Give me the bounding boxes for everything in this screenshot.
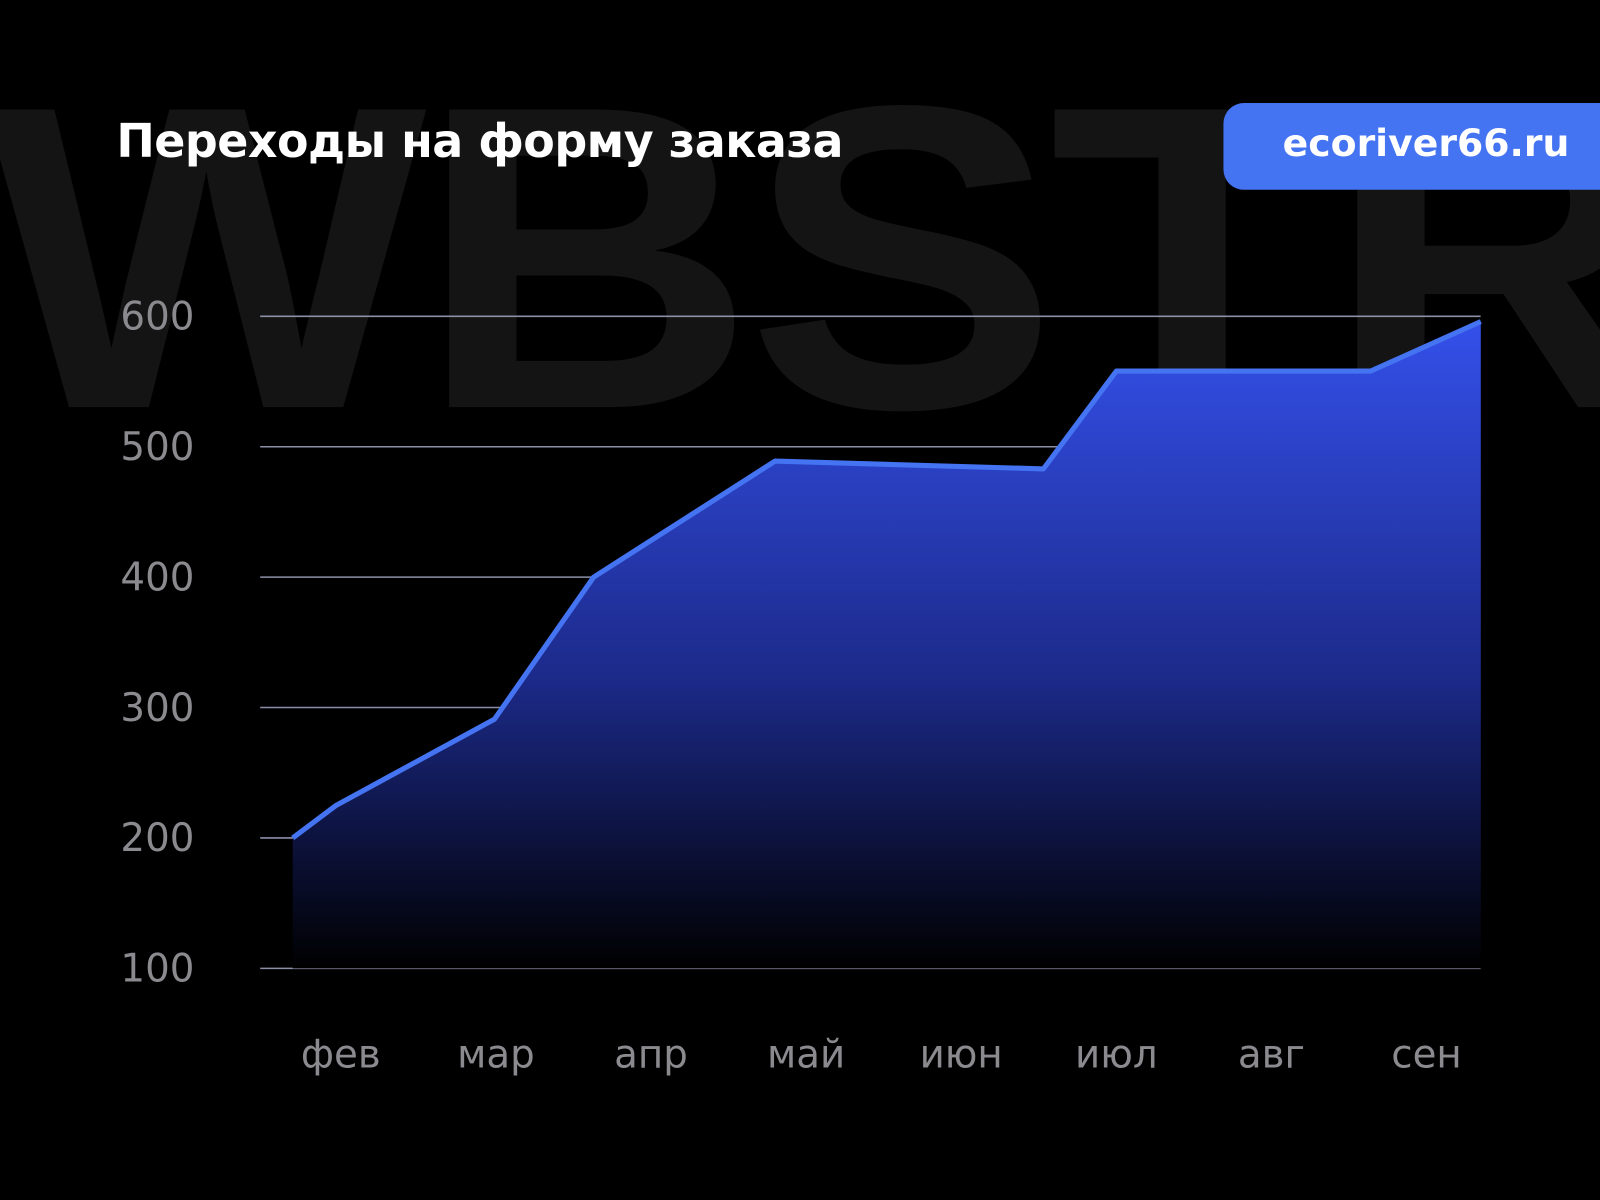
y-tick-label: 300	[120, 686, 194, 731]
x-tick-label: сен	[1391, 1032, 1462, 1077]
x-tick-label: мар	[457, 1032, 535, 1077]
x-tick-label: авг	[1238, 1032, 1305, 1077]
y-tick-label: 100	[120, 947, 194, 992]
x-tick-label: июл	[1075, 1032, 1158, 1077]
y-tick-label: 500	[120, 425, 194, 470]
site-badge: ecoriver66.ru	[1223, 103, 1600, 190]
x-tick-label: май	[767, 1032, 845, 1077]
y-tick-label: 600	[120, 295, 194, 340]
x-tick-label: июн	[920, 1032, 1003, 1077]
site-badge-label: ecoriver66.ru	[1282, 121, 1570, 166]
chart-title: Переходы на форму заказа	[116, 114, 844, 169]
y-tick-label: 200	[120, 816, 194, 861]
x-tick-label: фев	[301, 1032, 381, 1077]
y-tick-label: 400	[120, 555, 194, 600]
area-fill	[292, 321, 1481, 969]
x-tick-label: апр	[614, 1032, 688, 1077]
